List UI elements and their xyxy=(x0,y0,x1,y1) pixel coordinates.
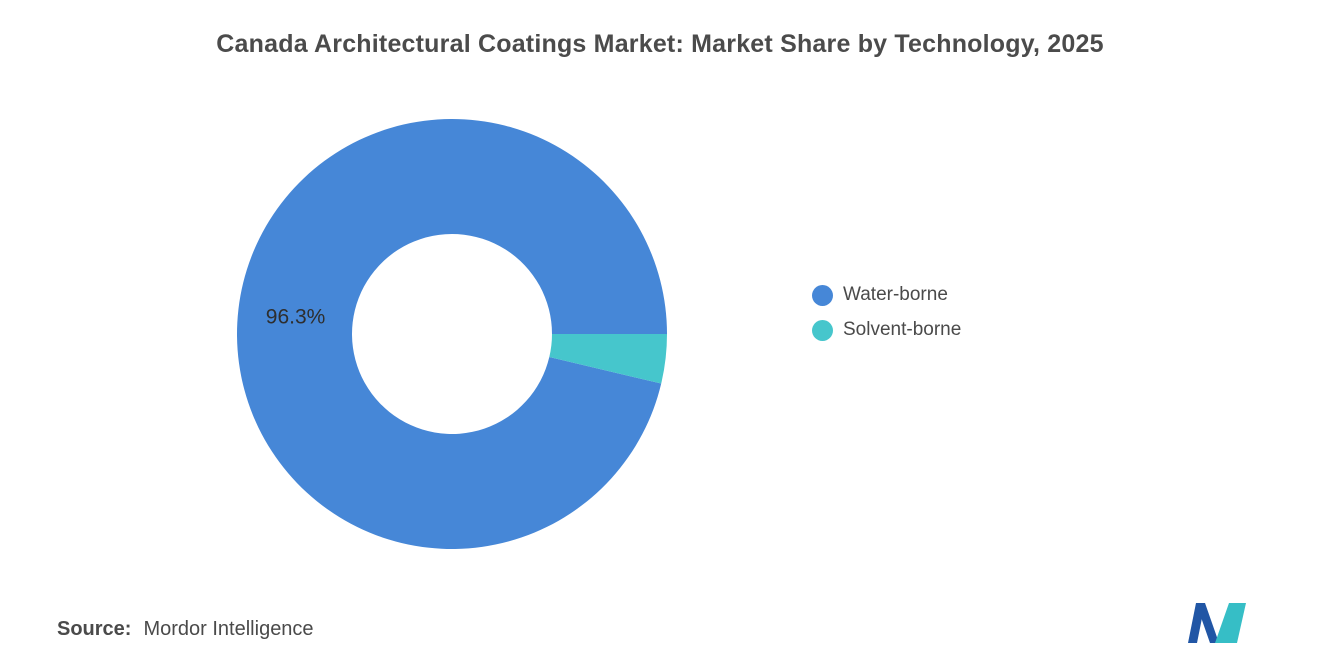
legend-swatch-solvent-borne xyxy=(812,319,833,341)
legend-item-solvent-borne: Solvent-borne xyxy=(812,319,961,341)
chart-legend: Water-borne Solvent-borne xyxy=(812,284,961,354)
logo-down-stroke xyxy=(1196,603,1219,643)
legend-item-water-borne: Water-borne xyxy=(812,284,961,306)
mordor-intelligence-logo xyxy=(1188,603,1246,643)
source-label: Source: xyxy=(57,618,132,640)
legend-label-water-borne: Water-borne xyxy=(843,284,948,305)
pie-slice-solvent-borne xyxy=(549,334,667,384)
data-label-water-borne: 96.3% xyxy=(266,306,326,329)
source-line: Source: Mordor Intelligence xyxy=(57,618,314,641)
chart-title: Canada Architectural Coatings Market: Ma… xyxy=(216,30,1104,58)
source-value: Mordor Intelligence xyxy=(143,618,314,640)
logo-up-stroke xyxy=(1215,603,1246,643)
pie-slice-water-borne xyxy=(236,118,667,549)
legend-swatch-water-borne xyxy=(812,284,833,306)
legend-label-solvent-borne: Solvent-borne xyxy=(843,319,962,340)
